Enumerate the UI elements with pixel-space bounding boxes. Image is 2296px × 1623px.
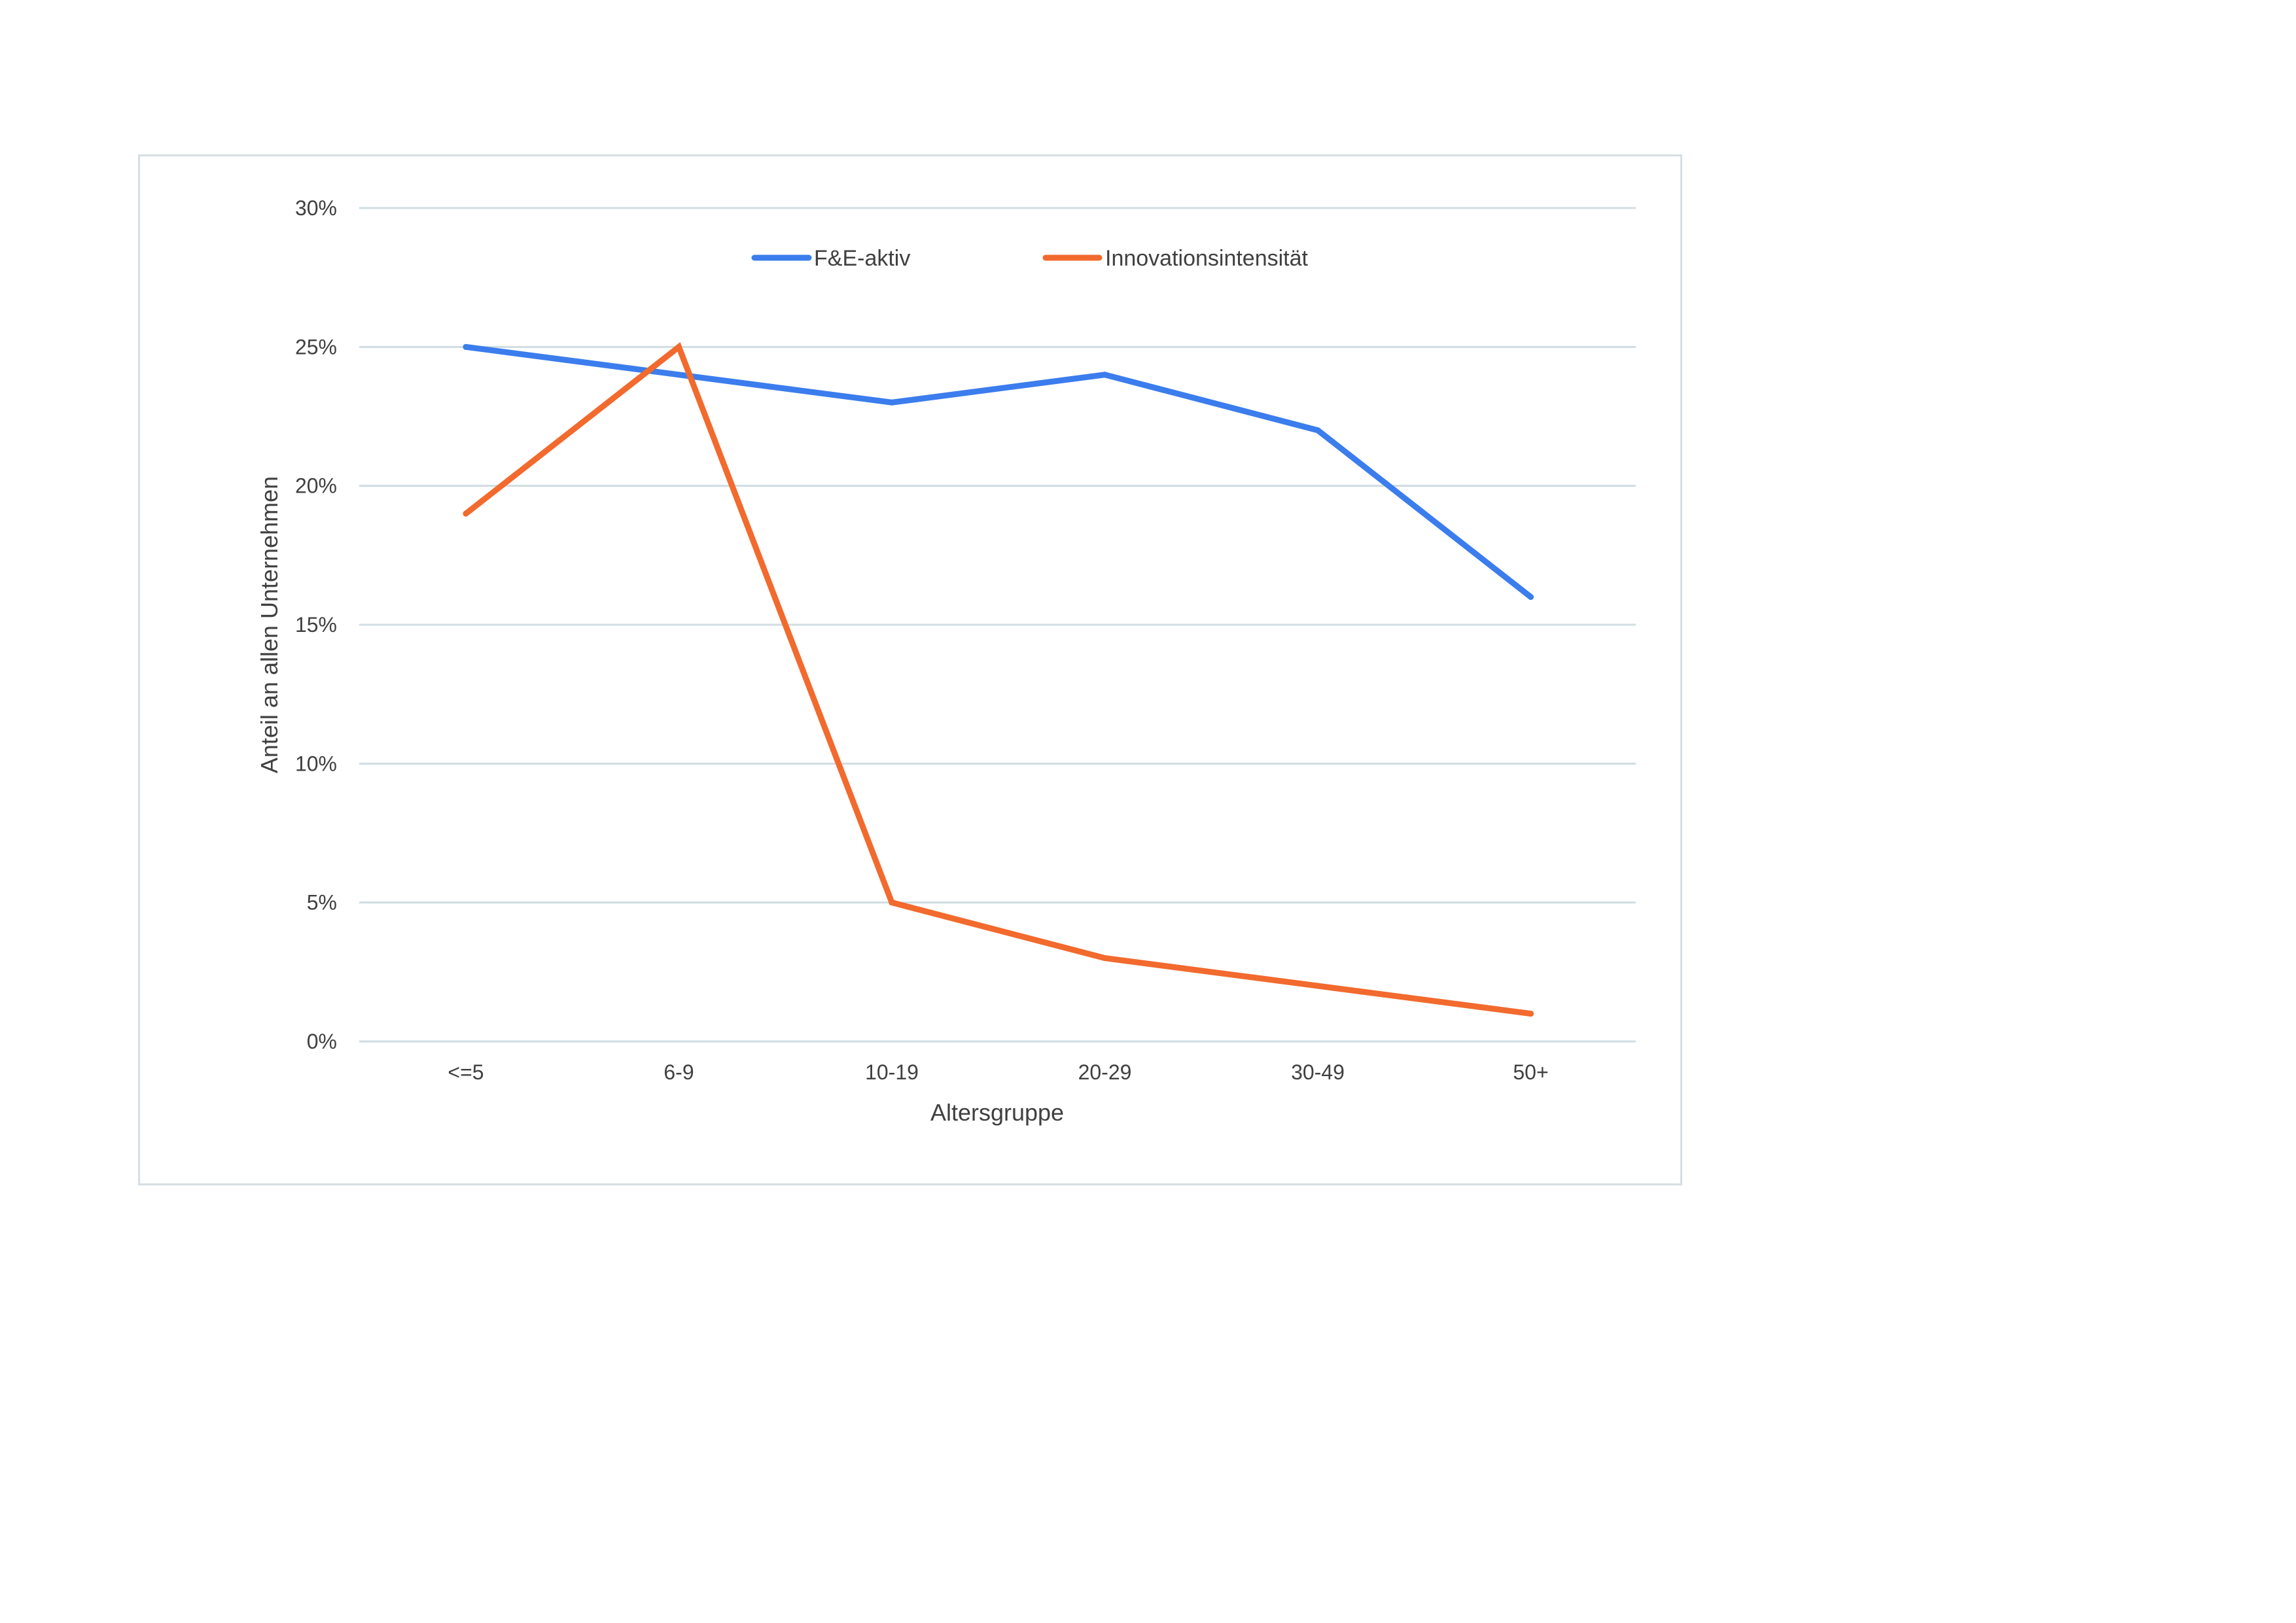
data-point-innovationsintensit-t [676, 343, 682, 350]
series-line-f-e-aktiv [463, 343, 1534, 601]
x-tick-label: 30-49 [1291, 1060, 1345, 1084]
y-axis-title: Anteil an allen Unternehmen [256, 476, 283, 773]
series-lines [463, 342, 1534, 1017]
y-tick-label: 25% [295, 335, 337, 358]
data-point-f-e-aktiv [463, 343, 469, 350]
data-point-innovationsintensit-t [1315, 983, 1321, 989]
x-tick-label: 20-29 [1078, 1060, 1132, 1084]
gridlines [359, 207, 1636, 1043]
x-axis-ticks: <=5 6-9 10-19 20-29 30-49 50+ [448, 1060, 1548, 1084]
y-tick-label: 0% [307, 1030, 337, 1053]
x-axis-title: Altersgruppe [930, 1099, 1064, 1126]
y-tick-label: 20% [295, 474, 337, 498]
legend-label-innovationsintensitaet: Innovationsintensität [1105, 246, 1309, 271]
data-point-innovationsintensit-t [463, 510, 469, 517]
data-point-innovationsintensit-t [1528, 1011, 1534, 1017]
y-axis-ticks: 0% 5% 10% 15% 20% 25% 30% [295, 196, 337, 1053]
data-point-f-e-aktiv [889, 399, 895, 406]
legend-label-fe-aktiv: F&E-aktiv [814, 246, 910, 271]
y-tick-label: 30% [295, 196, 337, 220]
legend: F&E-aktiv Innovationsintensität [751, 246, 1309, 271]
data-point-innovationsintensit-t [889, 899, 895, 906]
x-tick-label: 10-19 [865, 1060, 919, 1084]
x-tick-label: 6-9 [663, 1060, 694, 1084]
data-point-f-e-aktiv [1528, 594, 1534, 601]
chart-frame [138, 154, 1682, 1185]
y-tick-label: 10% [295, 752, 337, 775]
x-tick-label: 50+ [1513, 1060, 1548, 1084]
x-tick-label: <=5 [448, 1060, 484, 1084]
data-point-f-e-aktiv [676, 372, 682, 378]
y-tick-label: 15% [295, 613, 337, 637]
data-point-f-e-aktiv [1315, 427, 1321, 434]
y-tick-label: 5% [307, 891, 337, 915]
data-point-f-e-aktiv [1102, 372, 1108, 378]
data-point-innovationsintensit-t [1102, 955, 1108, 962]
series-line-innovationsintensit-t [463, 342, 1534, 1017]
